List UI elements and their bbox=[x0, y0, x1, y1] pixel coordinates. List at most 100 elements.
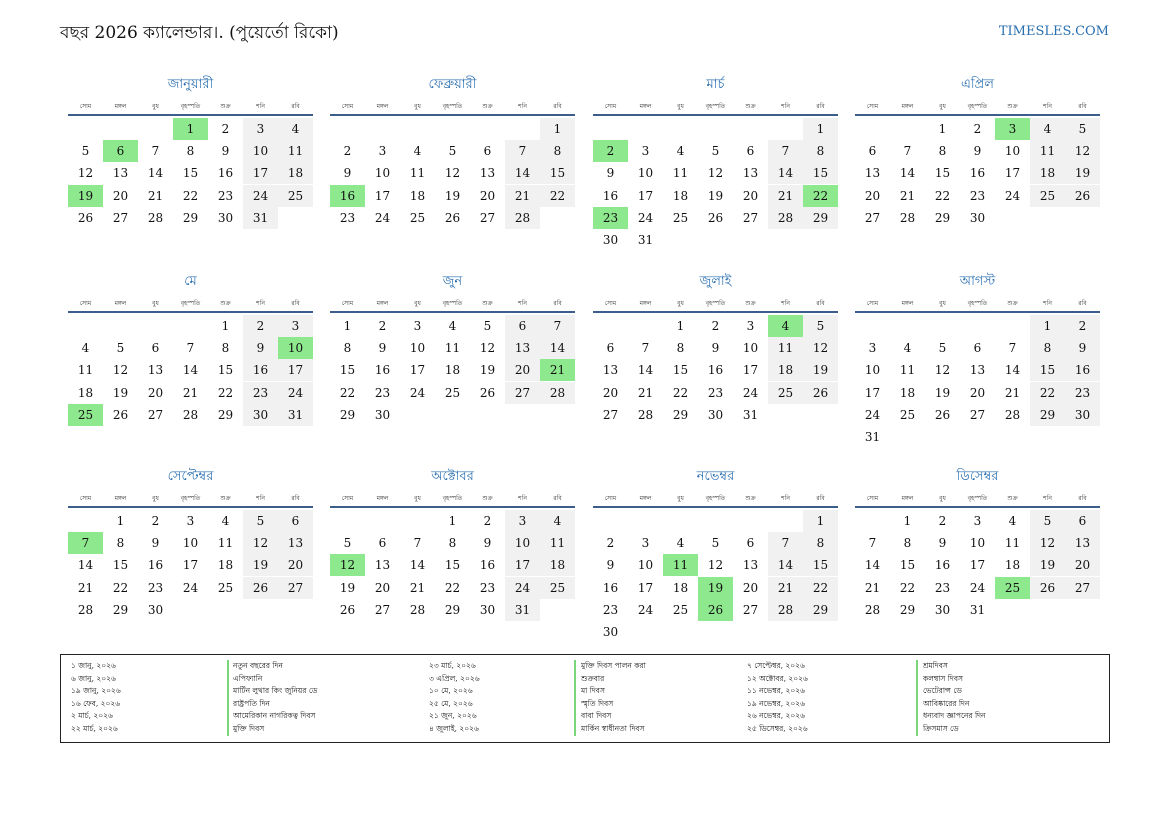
day-cell[interactable]: 29 bbox=[217, 407, 234, 422]
day-cell[interactable]: 25 bbox=[540, 576, 575, 599]
day-cell[interactable]: 3 bbox=[746, 319, 755, 333]
day-cell[interactable]: 15 bbox=[934, 166, 951, 181]
day-cell[interactable]: 24 bbox=[182, 580, 199, 595]
day-cell[interactable]: 28 bbox=[540, 381, 575, 404]
day-cell[interactable]: 11 bbox=[1004, 536, 1021, 551]
day-cell[interactable]: 7 bbox=[186, 341, 195, 356]
day-cell[interactable]: 30 bbox=[707, 407, 724, 422]
day-cell[interactable]: 5 bbox=[938, 341, 947, 356]
day-cell[interactable]: 27 bbox=[479, 210, 496, 225]
day-cell[interactable]: 19 bbox=[698, 576, 733, 599]
day-cell[interactable]: 4 bbox=[448, 319, 457, 333]
day-cell[interactable]: 29 bbox=[803, 598, 838, 621]
day-cell[interactable]: 4 bbox=[676, 536, 685, 551]
day-cell[interactable]: 16 bbox=[479, 558, 496, 573]
day-cell[interactable]: 27 bbox=[742, 210, 759, 225]
day-cell[interactable]: 24 bbox=[742, 385, 759, 400]
day-cell[interactable]: 28 bbox=[505, 206, 540, 229]
day-cell[interactable]: 30 bbox=[243, 403, 278, 426]
day-cell[interactable]: 18 bbox=[278, 162, 313, 185]
day-cell[interactable]: 22 bbox=[934, 188, 951, 203]
day-cell[interactable]: 1 bbox=[1030, 315, 1065, 337]
day-cell[interactable]: 7 bbox=[1008, 341, 1017, 356]
day-cell[interactable]: 26 bbox=[444, 210, 461, 225]
day-cell[interactable]: 24 bbox=[864, 407, 881, 422]
day-cell[interactable]: 25 bbox=[768, 381, 803, 404]
day-cell[interactable]: 19 bbox=[707, 188, 724, 203]
day-cell[interactable]: 8 bbox=[803, 532, 838, 555]
day-cell[interactable]: 1 bbox=[803, 510, 838, 532]
day-cell[interactable]: 3 bbox=[278, 315, 313, 337]
day-cell[interactable]: 21 bbox=[768, 576, 803, 599]
day-cell[interactable]: 22 bbox=[803, 184, 838, 207]
day-cell[interactable]: 3 bbox=[243, 118, 278, 140]
day-cell[interactable]: 23 bbox=[243, 381, 278, 404]
day-cell[interactable]: 14 bbox=[864, 558, 881, 573]
day-cell[interactable]: 13 bbox=[742, 558, 759, 573]
day-cell[interactable]: 5 bbox=[343, 536, 352, 551]
day-cell[interactable]: 27 bbox=[864, 210, 881, 225]
day-cell[interactable]: 27 bbox=[602, 407, 619, 422]
day-cell[interactable]: 1 bbox=[540, 118, 575, 140]
day-cell[interactable]: 13 bbox=[479, 166, 496, 181]
day-cell[interactable]: 7 bbox=[641, 341, 650, 356]
day-cell[interactable]: 13 bbox=[864, 166, 881, 181]
day-cell[interactable]: 4 bbox=[413, 144, 422, 159]
day-cell[interactable]: 21 bbox=[147, 188, 164, 203]
day-cell[interactable]: 4 bbox=[540, 510, 575, 532]
day-cell[interactable]: 12 bbox=[77, 166, 94, 181]
day-cell[interactable]: 2 bbox=[606, 536, 615, 551]
day-cell[interactable]: 29 bbox=[182, 210, 199, 225]
day-cell[interactable]: 31 bbox=[278, 403, 313, 426]
day-cell[interactable]: 5 bbox=[116, 341, 125, 356]
day-cell[interactable]: 30 bbox=[1065, 403, 1100, 426]
day-cell[interactable]: 9 bbox=[606, 166, 615, 181]
day-cell[interactable]: 27 bbox=[1065, 576, 1100, 599]
day-cell[interactable]: 21 bbox=[768, 184, 803, 207]
day-cell[interactable]: 23 bbox=[707, 385, 724, 400]
day-cell[interactable]: 26 bbox=[243, 576, 278, 599]
day-cell[interactable]: 25 bbox=[278, 184, 313, 207]
day-cell[interactable]: 5 bbox=[1030, 510, 1065, 532]
day-cell[interactable]: 25 bbox=[995, 576, 1030, 599]
day-cell[interactable]: 10 bbox=[1004, 144, 1021, 159]
day-cell[interactable]: 25 bbox=[1030, 184, 1065, 207]
day-cell[interactable]: 19 bbox=[803, 359, 838, 382]
day-cell[interactable]: 16 bbox=[707, 363, 724, 378]
day-cell[interactable]: 5 bbox=[711, 536, 720, 551]
day-cell[interactable]: 29 bbox=[934, 210, 951, 225]
day-cell[interactable]: 16 bbox=[243, 359, 278, 382]
day-cell[interactable]: 23 bbox=[593, 206, 628, 229]
day-cell[interactable]: 16 bbox=[147, 558, 164, 573]
day-cell[interactable]: 9 bbox=[938, 536, 947, 551]
day-cell[interactable]: 18 bbox=[77, 385, 94, 400]
day-cell[interactable]: 2 bbox=[938, 514, 947, 528]
day-cell[interactable]: 15 bbox=[112, 558, 129, 573]
day-cell[interactable]: 16 bbox=[374, 363, 391, 378]
day-cell[interactable]: 1 bbox=[173, 118, 208, 140]
day-cell[interactable]: 2 bbox=[151, 514, 160, 528]
day-cell[interactable]: 18 bbox=[1004, 558, 1021, 573]
day-cell[interactable]: 8 bbox=[343, 341, 352, 356]
day-cell[interactable]: 10 bbox=[243, 140, 278, 163]
day-cell[interactable]: 26 bbox=[479, 385, 496, 400]
day-cell[interactable]: 20 bbox=[112, 188, 129, 203]
day-cell[interactable]: 28 bbox=[864, 602, 881, 617]
day-cell[interactable]: 12 bbox=[112, 363, 129, 378]
day-cell[interactable]: 23 bbox=[969, 188, 986, 203]
day-cell[interactable]: 15 bbox=[899, 558, 916, 573]
day-cell[interactable]: 29 bbox=[672, 407, 689, 422]
day-cell[interactable]: 23 bbox=[602, 602, 619, 617]
day-cell[interactable]: 14 bbox=[540, 337, 575, 360]
day-cell[interactable]: 9 bbox=[343, 166, 352, 181]
day-cell[interactable]: 5 bbox=[448, 144, 457, 159]
day-cell[interactable]: 21 bbox=[182, 385, 199, 400]
day-cell[interactable]: 3 bbox=[186, 514, 195, 528]
day-cell[interactable]: 14 bbox=[768, 554, 803, 577]
day-cell[interactable]: 14 bbox=[637, 363, 654, 378]
day-cell[interactable]: 10 bbox=[742, 341, 759, 356]
day-cell[interactable]: 24 bbox=[278, 381, 313, 404]
day-cell[interactable]: 15 bbox=[339, 363, 356, 378]
day-cell[interactable]: 9 bbox=[151, 536, 160, 551]
day-cell[interactable]: 11 bbox=[899, 363, 916, 378]
